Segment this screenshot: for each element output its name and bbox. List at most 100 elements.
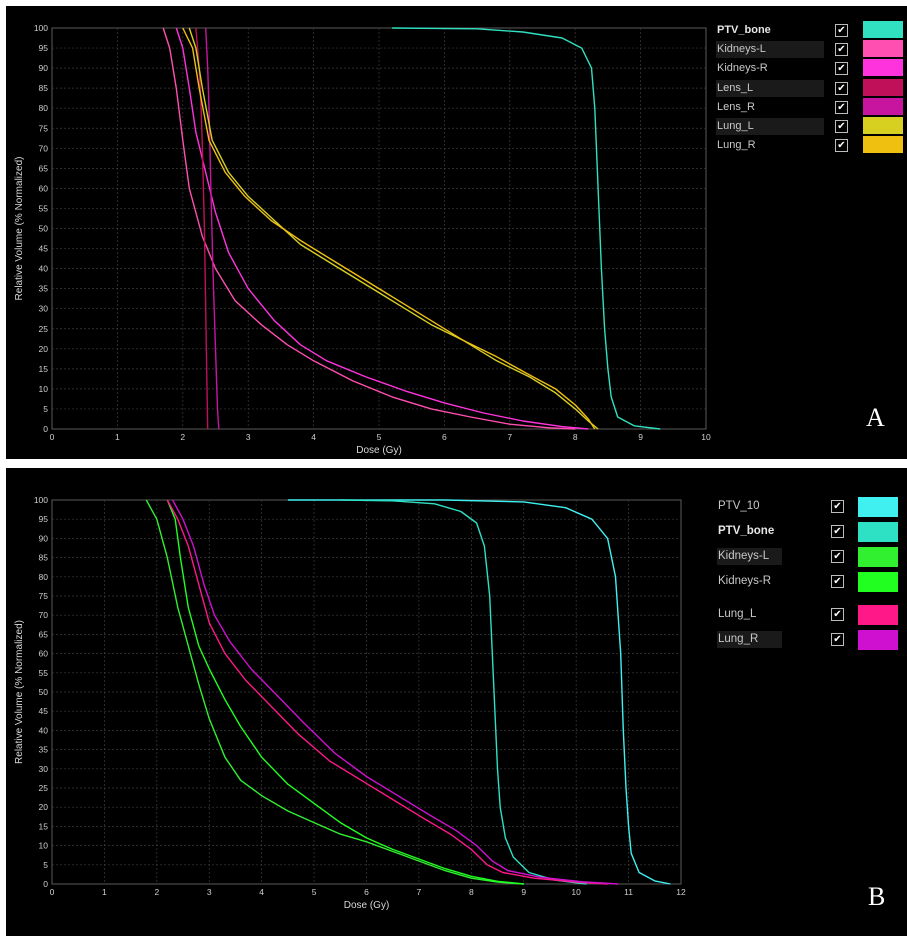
legend-item-lens-r: Lens_R ✔ — [716, 97, 903, 116]
y-tick-label: 30 — [39, 304, 49, 314]
color-swatch[interactable] — [858, 630, 898, 650]
legend-label: Kidneys-R — [718, 575, 772, 587]
y-tick-label: 25 — [39, 324, 49, 334]
legend-item-kidneys-r: Kidneys-R ✔ — [717, 572, 898, 592]
y-tick-label: 50 — [39, 224, 49, 234]
legend-item-kidneys-l: Kidneys-L ✔ — [717, 547, 898, 567]
legend-label: PTV_bone — [717, 24, 771, 36]
color-swatch[interactable] — [863, 97, 903, 115]
y-tick-label: 10 — [39, 384, 49, 394]
visibility-checkbox[interactable]: ✔ — [835, 24, 848, 37]
visibility-checkbox[interactable]: ✔ — [835, 100, 848, 114]
x-tick-label: 0 — [50, 887, 55, 897]
color-swatch[interactable] — [858, 497, 898, 517]
y-tick-label: 95 — [39, 514, 49, 524]
x-tick-label: 10 — [701, 432, 711, 442]
y-tick-label: 75 — [39, 591, 49, 601]
y-tick-label: 85 — [39, 83, 49, 93]
y-tick-label: 40 — [39, 725, 49, 735]
visibility-checkbox[interactable]: ✔ — [831, 575, 844, 588]
visibility-checkbox[interactable]: ✔ — [835, 120, 848, 133]
series-line-ptv-bone — [340, 499, 587, 885]
panel-label-b: B — [868, 882, 886, 911]
x-tick-label: 5 — [312, 887, 317, 897]
visibility-checkbox[interactable]: ✔ — [835, 62, 848, 76]
legend-label: PTV_bone — [718, 525, 775, 537]
y-tick-label: 20 — [39, 802, 49, 812]
legend-item-ptv-bone: PTV_bone ✔ — [717, 522, 898, 542]
visibility-checkbox[interactable]: ✔ — [831, 550, 844, 563]
y-tick-label: 25 — [39, 783, 49, 793]
color-swatch[interactable] — [863, 117, 903, 134]
series-group — [145, 499, 671, 885]
legend-label: Kidneys-L — [717, 43, 766, 56]
color-swatch[interactable] — [858, 547, 898, 567]
series-line-lens-r — [205, 27, 220, 430]
visibility-checkbox[interactable]: ✔ — [835, 139, 848, 153]
y-tick-label: 90 — [39, 63, 49, 73]
y-tick-label: 70 — [39, 610, 49, 620]
y-tick-label: 5 — [43, 404, 48, 414]
y-tick-label: 90 — [39, 533, 49, 543]
visibility-checkbox[interactable]: ✔ — [831, 525, 844, 538]
dvh-panel-a: 0 1 2 3 4 5 6 7 8 9 10 0 5 10 15 20 25 30 35 40 45 50 55 60 65 70… — [6, 6, 907, 459]
y-tick-label: 75 — [39, 123, 49, 133]
legend-item-lens-l: Lens_L ✔ — [716, 78, 903, 97]
legend-item-kidneys-r: Kidneys-R ✔ — [716, 59, 903, 77]
grid — [52, 28, 706, 429]
color-swatch[interactable] — [858, 572, 898, 592]
x-tick-label: 9 — [521, 887, 526, 897]
x-tick-label: 4 — [311, 432, 316, 442]
legend-row-highlight — [716, 79, 824, 97]
y-tick-label: 50 — [39, 687, 49, 697]
x-tick-label: 3 — [246, 432, 251, 442]
x-tick-label: 12 — [676, 887, 686, 897]
series-line-kidneys-r — [175, 27, 589, 430]
legend-item-ptv-10: PTV_10 ✔ — [717, 497, 898, 517]
legend-label: Lens_L — [717, 81, 754, 94]
legend-item-ptv-bone: PTV_bone ✔ — [716, 21, 903, 39]
x-tick-label: 5 — [377, 432, 382, 442]
color-swatch[interactable] — [863, 21, 903, 38]
color-swatch[interactable] — [863, 40, 903, 58]
visibility-checkbox[interactable]: ✔ — [835, 43, 848, 57]
series-line-ptv-10 — [287, 499, 671, 885]
y-tick-label: 5 — [43, 860, 48, 870]
x-tick-label: 1 — [115, 432, 120, 442]
x-tick-label: 6 — [442, 432, 447, 442]
visibility-checkbox[interactable]: ✔ — [835, 81, 848, 95]
series-line-kidneys-l — [145, 499, 524, 885]
series-line-lung-l — [188, 27, 599, 430]
y-axis-label: Relative Volume (% Normalized) — [14, 157, 25, 301]
color-swatch[interactable] — [858, 522, 898, 542]
color-swatch[interactable] — [863, 59, 903, 77]
x-tick-label: 8 — [469, 887, 474, 897]
y-tick-label: 20 — [39, 344, 49, 354]
y-tick-label: 100 — [34, 495, 48, 505]
visibility-checkbox[interactable]: ✔ — [831, 608, 844, 621]
grid — [52, 500, 681, 884]
y-tick-label: 85 — [39, 553, 49, 563]
color-swatch[interactable] — [863, 136, 903, 154]
legend-label: Lung_L — [718, 608, 757, 620]
x-tick-label: 7 — [507, 432, 512, 442]
y-tick-label: 60 — [39, 649, 49, 659]
x-tick-label: 0 — [50, 432, 55, 442]
legend-row-highlight — [717, 631, 782, 648]
legend-item-lung-r: Lung_R ✔ — [716, 136, 903, 154]
x-tick-label: 1 — [102, 887, 107, 897]
color-swatch[interactable] — [863, 78, 903, 96]
legend-label: Lens_R — [717, 100, 755, 113]
y-tick-label: 15 — [39, 364, 49, 374]
legend-row-highlight — [717, 548, 782, 565]
series-line-lung-l — [166, 499, 608, 885]
panel-label-a: A — [866, 403, 885, 432]
x-tick-label: 6 — [364, 887, 369, 897]
y-tick-label: 70 — [39, 143, 49, 153]
series-line-lung-r — [171, 499, 619, 885]
color-swatch[interactable] — [858, 605, 898, 625]
visibility-checkbox[interactable]: ✔ — [831, 500, 844, 513]
y-tick-label: 80 — [39, 103, 49, 113]
y-tick-label: 40 — [39, 264, 49, 274]
visibility-checkbox[interactable]: ✔ — [831, 633, 844, 646]
